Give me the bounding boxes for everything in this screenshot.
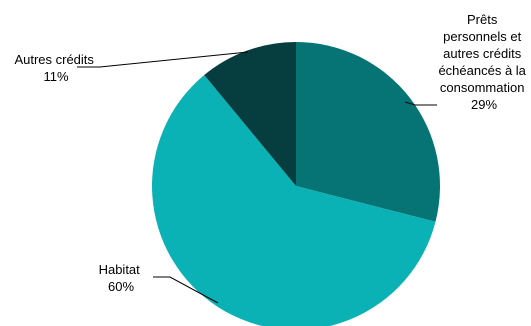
pie-slices (152, 41, 441, 326)
slice-label-line: échéancés à la (438, 63, 526, 78)
leader-line-other-credits (77, 51, 249, 68)
slice-label-consumer-credit: Prêts personnels et autres crédits échéa… (438, 12, 529, 112)
slice-label-line: autres crédits (443, 46, 522, 61)
leader-line-habitat (153, 276, 219, 304)
pie-slice-other-credits (204, 42, 296, 186)
leader-line-consumer-credit (404, 101, 437, 106)
slice-label-line: consommation (440, 80, 525, 95)
pie-slice-consumer-credit (296, 41, 441, 222)
pie-slice-habitat (152, 75, 436, 326)
slice-percent: 11% (43, 69, 68, 84)
slice-label-line: personnels et (443, 29, 521, 44)
slice-label-other-credits: Autres crédits 11% (14, 52, 97, 84)
slice-percent: 60% (108, 279, 134, 294)
slice-label-line: Habitat (99, 262, 141, 277)
slice-label-habitat: Habitat 60% (99, 262, 144, 294)
slice-label-line: Autres crédits (14, 52, 94, 67)
slice-label-line: Prêts (467, 12, 498, 27)
slice-percent: 29% (471, 97, 497, 112)
